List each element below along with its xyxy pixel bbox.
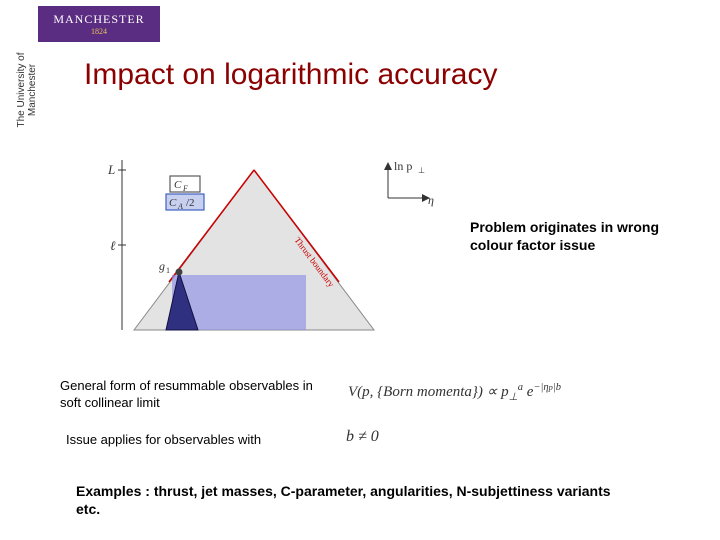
examples-text: Examples : thrust, jet masses, C-paramet…: [76, 482, 636, 518]
condition-formula: b ≠ 0: [346, 428, 379, 446]
svg-text:η: η: [428, 193, 434, 207]
axis-legend: ln p ⊥ η: [378, 158, 448, 217]
general-form-text: General form of resummable observables i…: [60, 378, 320, 412]
svg-text:g: g: [159, 259, 165, 273]
svg-text:L: L: [107, 162, 115, 177]
observable-formula: V(p, {Born momenta}) ∝ p⊥a e−|ηp|b: [348, 382, 561, 403]
university-logo: MANCHESTER 1824: [38, 6, 160, 42]
svg-text:F: F: [182, 184, 188, 193]
svg-text:/2: /2: [186, 197, 195, 209]
logo-year: 1824: [91, 27, 107, 36]
sidebar-institution: The University of Manchester: [16, 30, 38, 150]
svg-text:⊥: ⊥: [418, 166, 425, 175]
svg-text:1: 1: [166, 266, 170, 275]
lund-plane-diagram: L ℓ C F C A /2 g 1 Thrust boundary: [104, 150, 406, 340]
issue-text: Issue applies for observables with: [66, 432, 261, 447]
svg-text:ℓ: ℓ: [110, 238, 116, 253]
logo-text: MANCHESTER: [53, 12, 144, 27]
svg-text:C: C: [169, 197, 177, 209]
svg-text:ln p: ln p: [394, 159, 412, 173]
svg-text:A: A: [177, 202, 183, 211]
problem-note: Problem originates in wrong colour facto…: [470, 218, 690, 254]
svg-text:C: C: [174, 179, 182, 191]
slide-title: Impact on logarithmic accuracy: [84, 58, 498, 92]
